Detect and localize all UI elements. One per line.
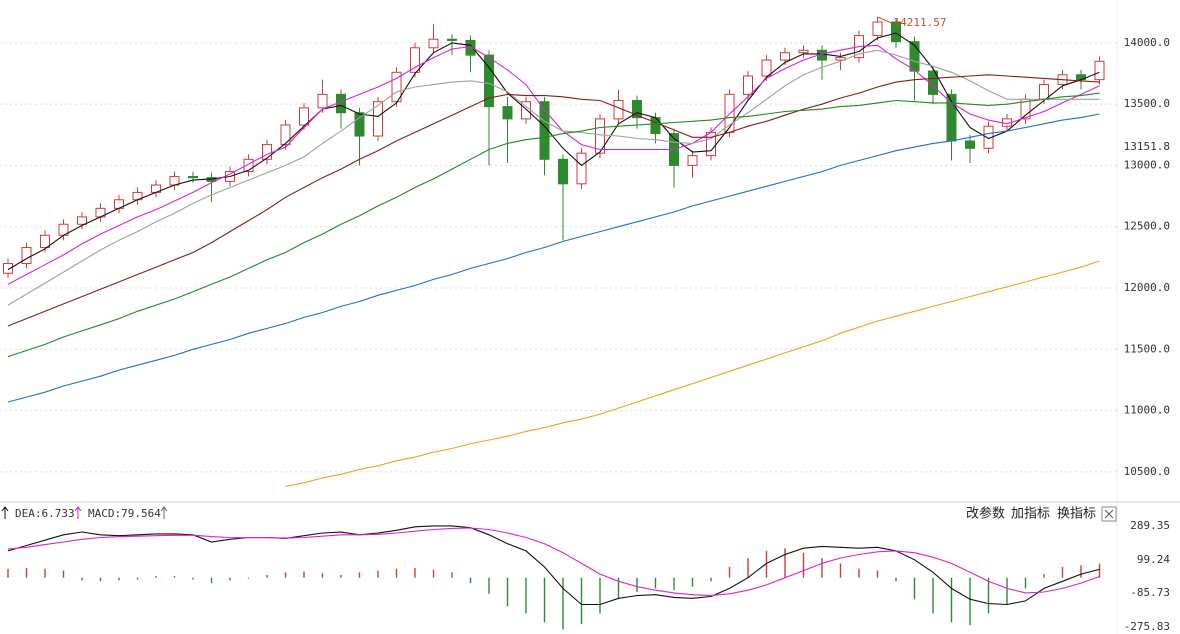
- candle-body: [410, 47, 420, 73]
- y-tick-label: 12500.0: [1124, 220, 1170, 233]
- arrow-icon: [1, 506, 9, 519]
- arrow-icon: [74, 506, 82, 519]
- candle-body: [3, 262, 13, 274]
- candle-body: [632, 99, 642, 119]
- candle-body: [872, 21, 883, 37]
- y-tick-label: -85.73: [1130, 586, 1170, 599]
- candle-body: [780, 52, 790, 61]
- candle-body: [743, 75, 753, 95]
- close-icon[interactable]: [1104, 509, 1114, 519]
- toolbar-button[interactable]: 换指标: [1057, 507, 1096, 522]
- candle-body: [336, 93, 346, 114]
- candle-body: [891, 21, 901, 43]
- candle-body: [391, 71, 402, 103]
- candle-body: [373, 101, 383, 137]
- candle-body: [262, 144, 272, 160]
- candle-body: [798, 49, 809, 54]
- candle-body: [687, 155, 698, 166]
- candle-body: [484, 54, 494, 108]
- candle-body: [928, 70, 938, 95]
- macd-line: [7, 527, 1100, 597]
- candle-body: [21, 247, 32, 264]
- candle-body: [299, 107, 309, 126]
- candle-body: [576, 152, 587, 185]
- candle-body: [502, 106, 513, 120]
- candle-body: [1094, 60, 1105, 81]
- toolbar-button[interactable]: 改参数: [966, 506, 1005, 522]
- annotation-leader: [877, 16, 892, 24]
- moving-average-line: [285, 260, 1100, 488]
- y-tick-label: 11500.0: [1124, 342, 1170, 355]
- candle-body: [243, 158, 254, 173]
- legend-entry: DEA:6.733: [15, 507, 75, 520]
- candle-body: [539, 101, 550, 160]
- y-tick-label: -275.83: [1124, 620, 1170, 633]
- toolbar-button[interactable]: 加指标: [1011, 507, 1050, 522]
- moving-average-line: [7, 32, 1100, 271]
- candle-body: [761, 59, 772, 77]
- y-tick-label: 12000.0: [1124, 281, 1170, 294]
- moving-average-line: [7, 92, 1100, 358]
- candle-body: [650, 117, 661, 135]
- candle-body: [613, 99, 624, 120]
- candle-body: [77, 216, 87, 225]
- candle-body: [40, 234, 50, 249]
- candle-body: [317, 93, 328, 109]
- y-tick-label: 10500.0: [1124, 465, 1170, 478]
- macd-line: [7, 525, 1100, 606]
- last-price-label: 13151.8: [1124, 140, 1170, 153]
- y-tick-label: 13000.0: [1124, 158, 1170, 171]
- y-tick-label: 14000.0: [1124, 36, 1170, 49]
- candle-body: [1039, 84, 1049, 100]
- high-annotation: 14211.57: [894, 16, 947, 29]
- candle-body: [595, 118, 605, 154]
- y-tick-label: 289.35: [1130, 519, 1170, 532]
- candle-body: [447, 38, 457, 41]
- moving-average-line: [7, 44, 1100, 285]
- moving-average-line: [7, 49, 1100, 306]
- candle-body: [354, 112, 365, 137]
- candle-body: [909, 41, 920, 72]
- candle-body: [465, 39, 476, 56]
- candle-body: [280, 124, 291, 146]
- y-tick-label: 13500.0: [1124, 97, 1170, 110]
- legend-entry: MACD:79.564: [88, 507, 161, 520]
- moving-average-line: [7, 74, 1100, 327]
- macd-header: [1, 506, 168, 519]
- close-button[interactable]: [1101, 506, 1117, 522]
- y-tick-label: 11000.0: [1124, 404, 1170, 417]
- arrow-icon: [160, 506, 168, 519]
- candle-body: [835, 57, 846, 61]
- candle-body: [558, 158, 568, 185]
- candle-body: [965, 140, 975, 149]
- candle-body: [188, 175, 198, 179]
- y-tick-label: 99.24: [1137, 553, 1170, 566]
- moving-average-line: [7, 113, 1100, 403]
- candle-body: [428, 38, 439, 49]
